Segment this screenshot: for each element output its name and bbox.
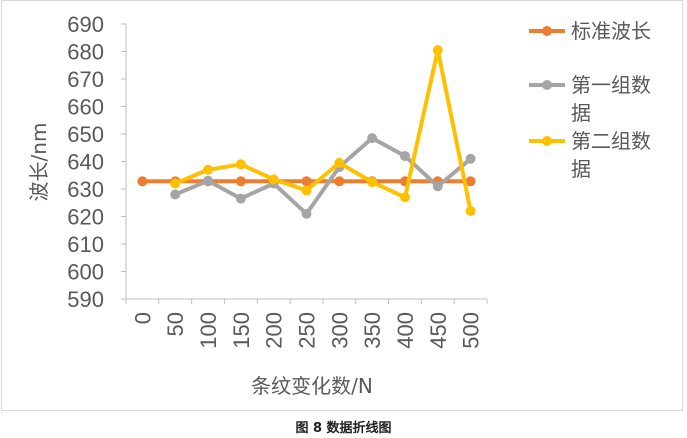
y-tick-label: 690 <box>67 12 104 37</box>
data-point <box>301 176 312 187</box>
data-point <box>399 192 410 203</box>
y-tick-label: 610 <box>67 232 104 257</box>
x-tick-label: 200 <box>262 312 287 349</box>
legend-marker <box>542 80 552 90</box>
y-tick-label: 600 <box>67 260 104 285</box>
series-3 <box>170 45 476 216</box>
x-tick-label: 100 <box>196 312 221 349</box>
data-point <box>170 178 181 189</box>
figure-caption: 图 8 数据折线图 <box>295 421 392 436</box>
legend-marker <box>542 136 552 146</box>
series-2 <box>170 133 476 219</box>
y-tick-label: 680 <box>67 40 104 65</box>
data-point <box>465 206 476 216</box>
x-tick-label: 400 <box>393 312 418 349</box>
data-point <box>334 157 345 168</box>
data-point <box>367 177 378 188</box>
x-tick-label: 300 <box>327 312 352 349</box>
data-point <box>170 189 181 200</box>
data-point <box>235 159 246 170</box>
x-axis-title: 条纹变化数/N <box>251 374 373 398</box>
legend-label: 第二组数据 <box>571 129 651 181</box>
data-point <box>432 181 443 192</box>
data-point <box>301 185 312 196</box>
y-tick-label: 660 <box>67 95 104 120</box>
legend-label: 标准波长 <box>571 19 651 43</box>
y-tick-label: 620 <box>67 205 104 230</box>
series-line <box>173 136 473 216</box>
data-point <box>334 176 345 187</box>
y-tick-label: 670 <box>67 67 104 92</box>
data-point <box>367 133 378 144</box>
data-point <box>203 164 214 175</box>
data-point <box>137 176 148 187</box>
x-tick-label: 450 <box>426 312 451 349</box>
y-tick-label: 590 <box>67 287 104 312</box>
x-tick-label: 250 <box>295 312 320 349</box>
legend-label: 第一组数据 <box>571 73 651 125</box>
data-point <box>268 174 279 185</box>
data-point <box>465 153 476 164</box>
x-tick-label: 350 <box>360 312 385 349</box>
x-tick-label: 150 <box>229 312 254 349</box>
data-point <box>465 176 476 187</box>
data-point <box>301 208 312 219</box>
series-line <box>173 48 473 213</box>
y-tick-label: 650 <box>67 122 104 147</box>
x-tick-label: 0 <box>130 312 155 324</box>
y-tick-label: 640 <box>67 150 104 175</box>
data-point <box>399 151 410 161</box>
chart-area <box>1 0 683 411</box>
y-axis-title: 波长/nm <box>27 123 51 202</box>
data-point <box>235 193 246 204</box>
x-tick-label: 50 <box>163 312 188 336</box>
y-tick-label: 630 <box>67 177 104 202</box>
data-point <box>235 176 246 187</box>
legend-marker <box>542 26 552 36</box>
data-point <box>432 45 443 56</box>
data-point <box>203 175 214 186</box>
x-tick-label: 500 <box>459 312 484 349</box>
